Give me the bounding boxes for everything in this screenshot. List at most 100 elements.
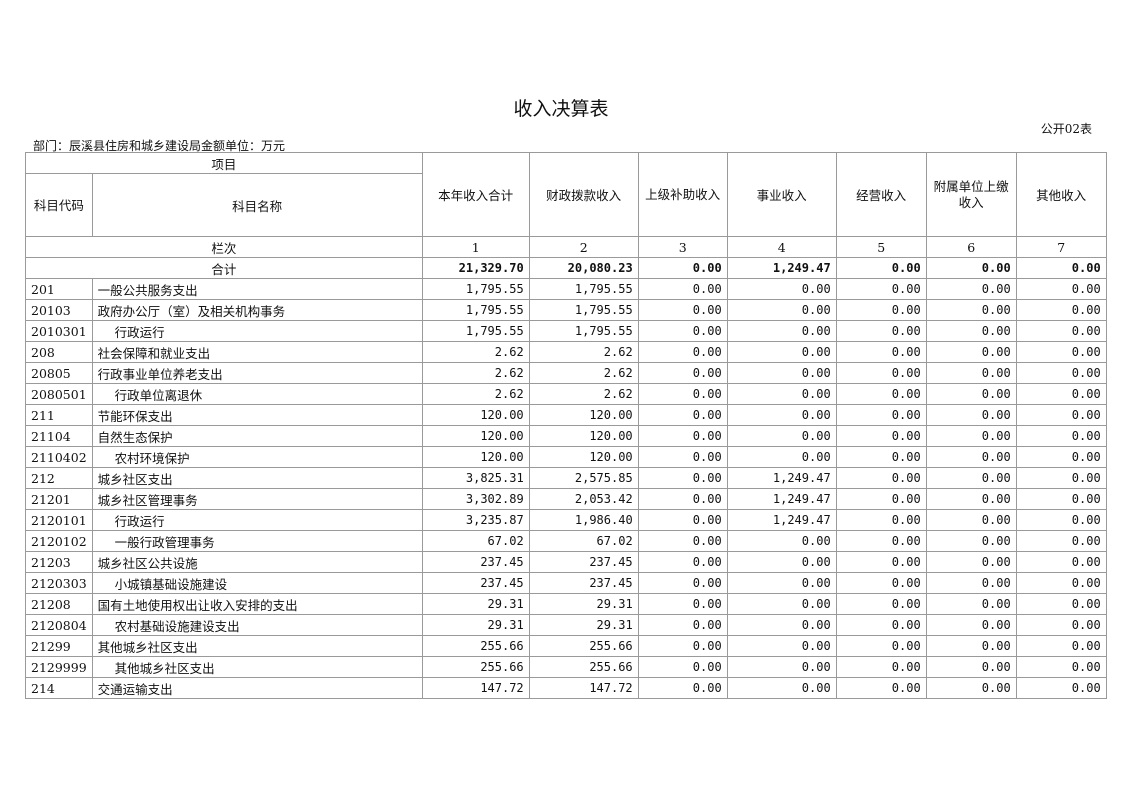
amount-cell: 120.00 [528, 404, 639, 426]
header-col-1: 本年收入合计 [421, 152, 530, 237]
header-col-4: 事业收入 [726, 152, 837, 237]
table-row: 2120102 一般行政管理事务 67.02 67.02 0.00 0.00 0.00 0.0… [25, 530, 1107, 552]
amount-cell: 0.00 [1015, 509, 1107, 531]
amount-cell: 1,986.40 [528, 509, 639, 531]
amount-cell: 120.00 [528, 446, 639, 468]
amount-cell: 1,249.47 [726, 488, 837, 510]
amount-cell: 0.00 [835, 551, 927, 573]
subject-name: 行政单位离退休 [91, 383, 423, 405]
amount-cell: 0.00 [835, 320, 927, 342]
amount-cell: 0.00 [1015, 362, 1107, 384]
amount-cell: 0.00 [726, 425, 837, 447]
subject-name: 城乡社区支出 [91, 467, 423, 489]
amount-cell: 0.00 [1015, 278, 1107, 300]
amount-cell: 255.66 [421, 656, 530, 678]
amount-cell: 0.00 [1015, 656, 1107, 678]
subject-code: 211 [25, 404, 93, 426]
subject-name: 其他城乡社区支出 [91, 635, 423, 657]
amount-cell: 1,795.55 [528, 278, 639, 300]
subject-name: 自然生态保护 [91, 425, 423, 447]
amount-cell: 3,235.87 [421, 509, 530, 531]
amount-cell: 0.00 [1015, 425, 1107, 447]
subject-name: 小城镇基础设施建设 [91, 572, 423, 594]
amount-cell: 0.00 [835, 278, 927, 300]
table-row: 214 交通运输支出 147.72 147.72 0.00 0.00 0.00 0.00 0.0… [25, 677, 1107, 699]
amount-cell: 0.00 [637, 677, 728, 699]
amount-cell: 0.00 [835, 635, 927, 657]
amount-cell: 2.62 [421, 383, 530, 405]
header-project: 项目 [25, 152, 423, 174]
table-row: 21201 城乡社区管理事务 3,302.89 2,053.42 0.00 1,249.4… [25, 488, 1107, 510]
amount-cell: 2.62 [421, 341, 530, 363]
amount-cell: 147.72 [528, 677, 639, 699]
amount-cell: 0.00 [925, 488, 1017, 510]
amount-cell: 0.00 [835, 593, 927, 615]
subject-name: 国有土地使用权出让收入安排的支出 [91, 593, 423, 615]
subject-code: 20805 [25, 362, 93, 384]
amount-cell: 0.00 [835, 467, 927, 489]
amount-cell: 29.31 [528, 593, 639, 615]
amount-cell: 0.00 [925, 299, 1017, 321]
amount-cell: 0.00 [1015, 446, 1107, 468]
total-value: 0.00 [925, 257, 1017, 279]
amount-cell: 0.00 [637, 488, 728, 510]
subject-code: 208 [25, 341, 93, 363]
subject-name: 城乡社区公共设施 [91, 551, 423, 573]
amount-cell: 0.00 [726, 614, 837, 636]
amount-cell: 0.00 [925, 614, 1017, 636]
amount-cell: 0.00 [925, 635, 1017, 657]
table-row: 212 城乡社区支出 3,825.31 2,575.85 0.00 1,249.47 0.0… [25, 467, 1107, 489]
amount-cell: 120.00 [421, 446, 530, 468]
page-title: 收入决算表 [513, 98, 609, 120]
amount-cell: 0.00 [835, 614, 927, 636]
seq-number: 3 [637, 236, 728, 258]
amount-cell: 1,795.55 [421, 299, 530, 321]
table-row: 2129999 其他城乡社区支出 255.66 255.66 0.00 0.00 0.00 0… [25, 656, 1107, 678]
amount-cell: 0.00 [835, 677, 927, 699]
subject-code: 21203 [25, 551, 93, 573]
table-row: 2120101 行政运行 3,235.87 1,986.40 0.00 1,249.47 0… [25, 509, 1107, 531]
subject-code: 2120804 [25, 614, 93, 636]
subject-code: 212 [25, 467, 93, 489]
amount-cell: 0.00 [835, 341, 927, 363]
amount-cell: 0.00 [1015, 593, 1107, 615]
table-row: 21104 自然生态保护 120.00 120.00 0.00 0.00 0.00 0.00 0… [25, 425, 1107, 447]
amount-cell: 3,825.31 [421, 467, 530, 489]
seq-number: 5 [835, 236, 927, 258]
amount-cell: 0.00 [637, 656, 728, 678]
amount-cell: 0.00 [726, 341, 837, 363]
form-number: 公开02表 [1040, 122, 1092, 136]
amount-cell: 255.66 [421, 635, 530, 657]
amount-cell: 0.00 [637, 593, 728, 615]
amount-cell: 0.00 [637, 614, 728, 636]
subject-name: 农村环境保护 [91, 446, 423, 468]
amount-cell: 0.00 [637, 278, 728, 300]
subject-code: 21201 [25, 488, 93, 510]
amount-cell: 0.00 [835, 509, 927, 531]
amount-cell: 0.00 [925, 446, 1017, 468]
subject-code: 2120102 [25, 530, 93, 552]
amount-cell: 29.31 [528, 614, 639, 636]
subject-code: 2080501 [25, 383, 93, 405]
amount-cell: 0.00 [835, 383, 927, 405]
amount-cell: 0.00 [1015, 404, 1107, 426]
amount-cell: 0.00 [1015, 614, 1107, 636]
amount-cell: 29.31 [421, 614, 530, 636]
amount-cell: 0.00 [835, 656, 927, 678]
amount-cell: 67.02 [421, 530, 530, 552]
seq-number: 2 [528, 236, 639, 258]
total-label: 合计 [25, 257, 423, 279]
subject-name: 农村基础设施建设支出 [91, 614, 423, 636]
amount-cell: 0.00 [726, 362, 837, 384]
subject-name: 行政运行 [91, 320, 423, 342]
amount-cell: 0.00 [637, 383, 728, 405]
amount-cell: 0.00 [637, 341, 728, 363]
amount-cell: 0.00 [637, 320, 728, 342]
header-name: 科目名称 [91, 173, 423, 237]
total-value: 0.00 [637, 257, 728, 279]
table-row: 208 社会保障和就业支出 2.62 2.62 0.00 0.00 0.00 0.00 0.00 [25, 341, 1107, 363]
amount-cell: 0.00 [925, 656, 1017, 678]
amount-cell: 2.62 [528, 362, 639, 384]
table-row: 201 一般公共服务支出 1,795.55 1,795.55 0.00 0.00 0.00 0… [25, 278, 1107, 300]
amount-cell: 0.00 [925, 593, 1017, 615]
